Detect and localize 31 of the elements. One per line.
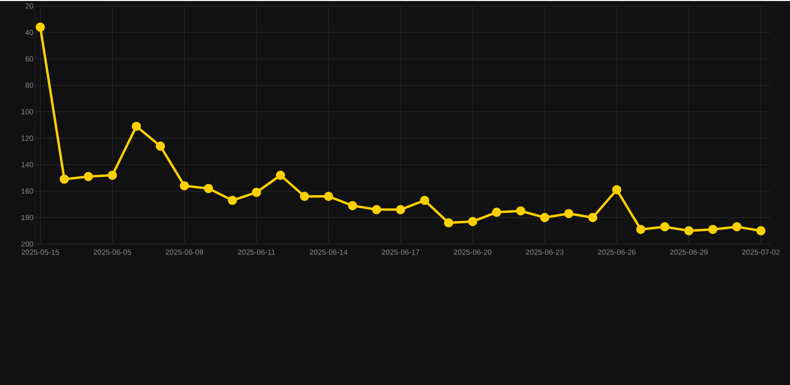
point bbox=[84, 172, 93, 182]
point bbox=[540, 212, 550, 222]
point bbox=[180, 181, 190, 190]
point bbox=[708, 224, 718, 234]
point bbox=[228, 196, 238, 205]
point bbox=[756, 226, 766, 236]
point bbox=[348, 201, 358, 210]
point bbox=[564, 208, 574, 218]
point bbox=[588, 212, 598, 222]
point bbox=[492, 208, 502, 217]
point bbox=[660, 222, 670, 232]
point bbox=[108, 170, 117, 180]
point bbox=[300, 192, 310, 201]
point bbox=[684, 226, 694, 236]
point bbox=[468, 216, 478, 226]
point bbox=[732, 222, 742, 232]
point bbox=[204, 184, 214, 194]
point bbox=[132, 122, 141, 131]
point bbox=[444, 218, 454, 228]
point bbox=[156, 142, 165, 151]
point bbox=[252, 188, 262, 198]
point bbox=[636, 224, 646, 234]
point bbox=[36, 22, 45, 32]
point bbox=[372, 205, 382, 214]
point bbox=[324, 192, 334, 201]
point bbox=[60, 174, 69, 184]
point bbox=[420, 196, 430, 205]
point bbox=[612, 185, 622, 194]
point bbox=[396, 205, 406, 214]
point bbox=[516, 206, 526, 216]
point bbox=[276, 170, 286, 180]
